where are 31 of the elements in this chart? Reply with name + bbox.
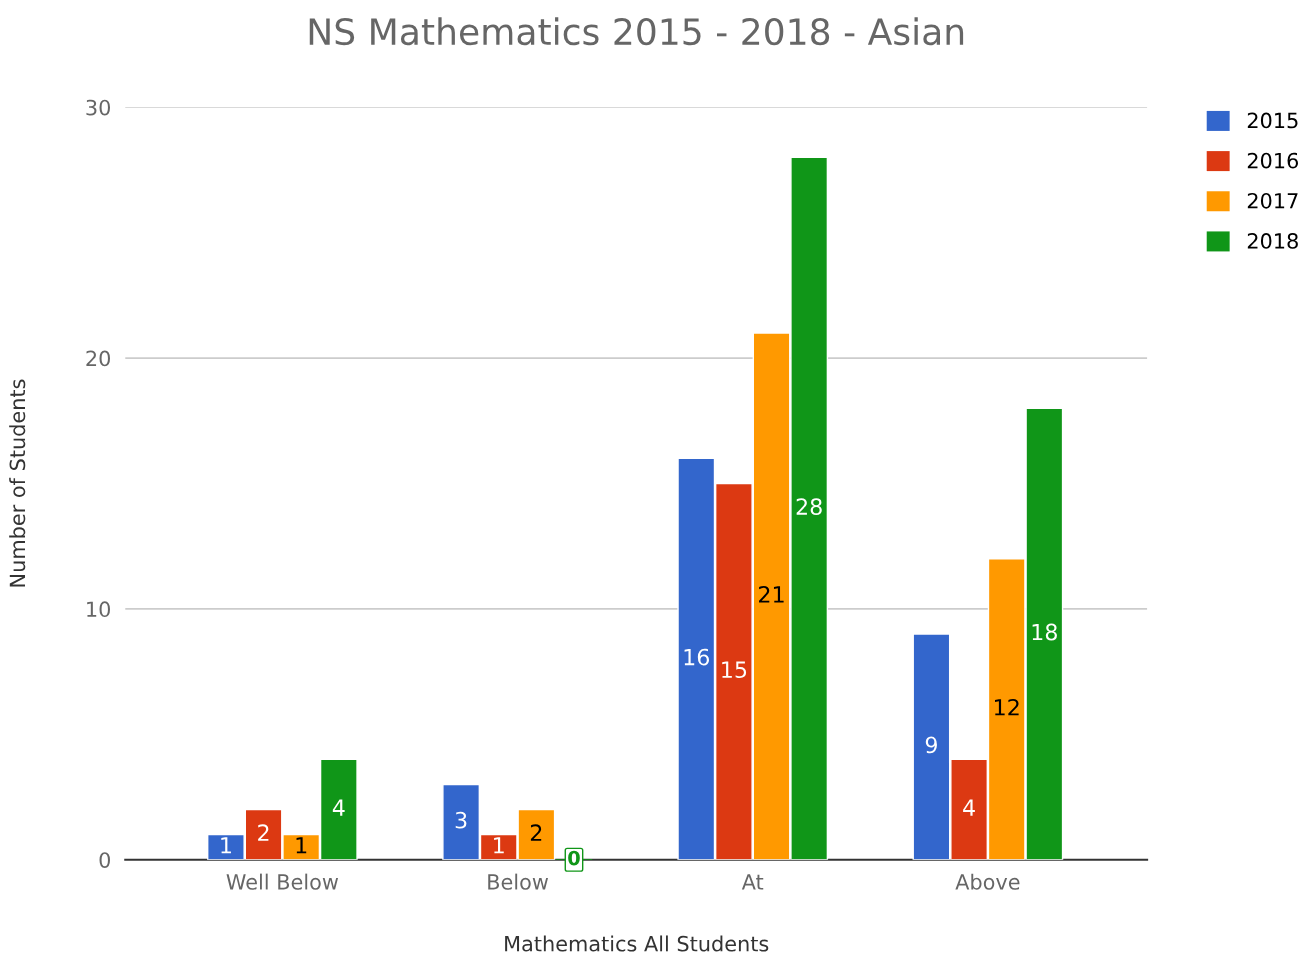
x-axis-title: Mathematics All Students [505,935,769,952]
data-label: 2 [530,824,542,841]
data-label: 0 [568,850,580,866]
data-label: 28 [796,498,822,516]
legend-label: 2018 [1247,233,1298,249]
legend-label: 2016 [1247,152,1299,169]
data-label: 4 [963,799,975,816]
y-tick-label: 0 [99,852,111,868]
x-tick-label: Above [955,873,1020,890]
data-label: 12 [995,698,1019,716]
legend-label: 2015 [1247,112,1298,129]
y-axis-title: Number of Students [9,379,26,587]
data-label: 2 [258,824,269,841]
y-tick-label: 10 [87,601,111,618]
data-label: 18 [1032,623,1057,641]
legend-label: 2017 [1247,192,1298,209]
data-label: 1 [494,837,504,854]
data-label: 21 [759,586,784,603]
y-tick-label: 20 [86,350,111,367]
x-tick-label: Below [488,873,549,890]
data-label: 1 [221,837,231,854]
y-tick-label: 30 [86,99,111,116]
data-label: 16 [684,648,710,666]
data-label: 15 [722,661,747,679]
data-label: 4 [332,799,345,816]
x-tick-label: Well Below [226,873,339,890]
data-label: 3 [455,811,467,829]
data-label: 1 [296,837,307,854]
x-tick-label: At [741,874,764,890]
chart-title: NS Mathematics 2015 - 2018 - Asian [309,17,964,46]
data-label: 9 [925,736,937,754]
